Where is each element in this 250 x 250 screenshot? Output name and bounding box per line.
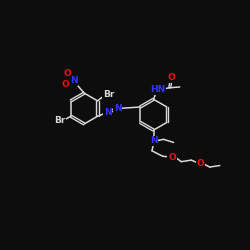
Text: O: O xyxy=(168,152,176,162)
Text: HN: HN xyxy=(150,85,165,94)
Text: N: N xyxy=(150,136,157,145)
Text: Br: Br xyxy=(103,90,114,99)
Text: N: N xyxy=(70,76,77,85)
Text: N: N xyxy=(104,108,112,117)
Text: Br: Br xyxy=(54,116,65,125)
Text: O: O xyxy=(61,80,69,89)
Text: O: O xyxy=(167,73,175,82)
Text: O: O xyxy=(197,160,204,168)
Text: N: N xyxy=(114,104,122,113)
Text: O: O xyxy=(64,70,71,78)
